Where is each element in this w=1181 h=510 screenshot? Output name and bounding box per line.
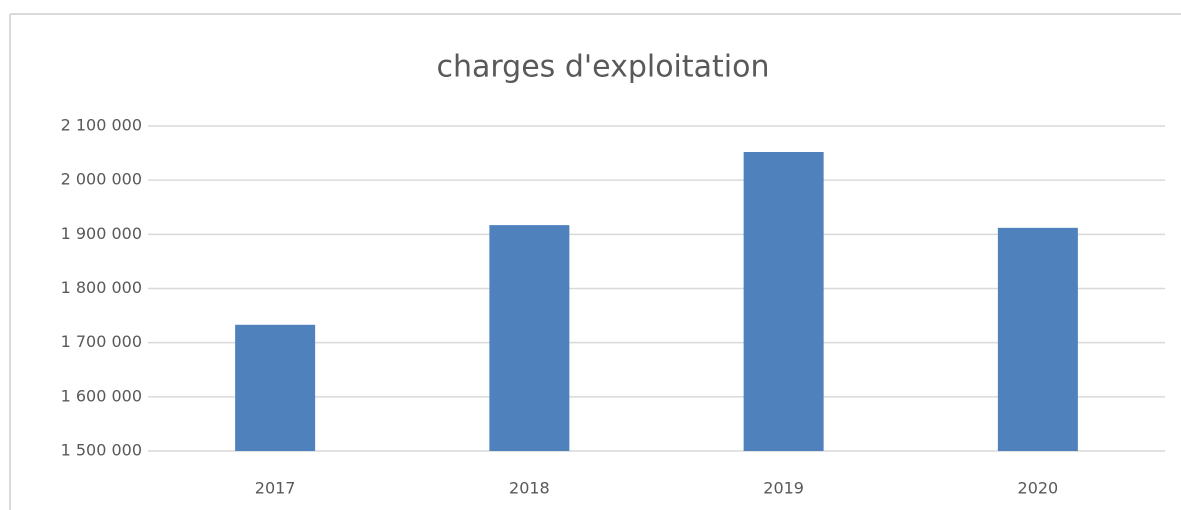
- bar: [743, 152, 824, 451]
- x-tick-label: 2020: [1018, 479, 1059, 498]
- bar: [235, 324, 316, 451]
- x-tick-label: 2018: [509, 479, 550, 498]
- x-tick-label: 2017: [255, 479, 296, 498]
- y-tick-label: 1 900 000: [61, 224, 142, 243]
- bar: [489, 225, 570, 451]
- chart-title: charges d'exploitation: [436, 50, 769, 85]
- y-tick-label: 2 000 000: [61, 170, 142, 189]
- bar: [997, 227, 1078, 451]
- y-tick-label: 2 100 000: [61, 116, 142, 135]
- y-tick-label: 1 600 000: [61, 386, 142, 405]
- x-tick-label: 2019: [763, 479, 804, 498]
- y-tick-label: 1 500 000: [61, 441, 142, 460]
- y-tick-label: 1 800 000: [61, 278, 142, 297]
- y-tick-label: 1 700 000: [61, 332, 142, 351]
